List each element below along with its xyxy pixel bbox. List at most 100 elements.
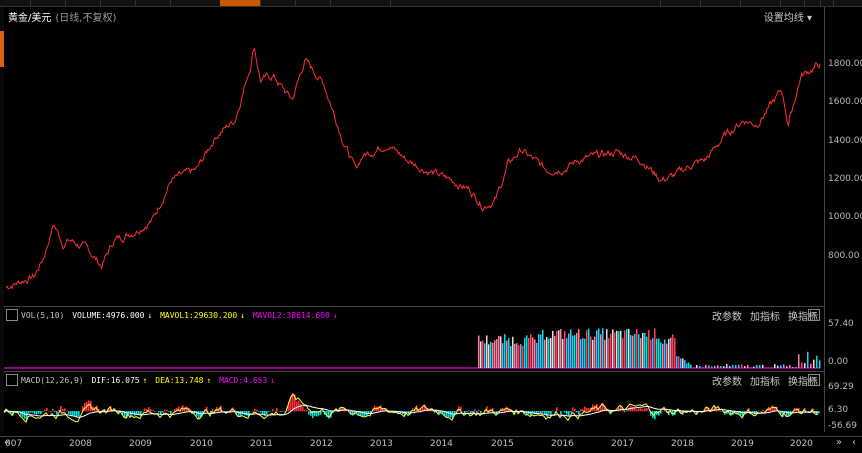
year-label: 2008	[69, 439, 92, 449]
macd-histogram-bar	[786, 411, 788, 416]
macd-histogram-bar	[730, 411, 732, 416]
scroll-back-button[interactable]: ‹	[852, 437, 856, 448]
macd-histogram-bar	[552, 411, 554, 412]
price-tick: 1800.00	[828, 59, 862, 69]
macd-histogram-bar	[582, 409, 584, 411]
macd-histogram-bar	[24, 411, 26, 419]
macd-histogram-bar	[280, 411, 282, 412]
macd-histogram-bar	[70, 411, 72, 415]
macd-histogram-bar	[166, 410, 168, 411]
macd-histogram-bar	[88, 400, 90, 411]
macd-histogram-bar	[296, 401, 298, 411]
price-tick: 800.00	[828, 251, 860, 261]
macd-histogram-bar	[196, 411, 198, 416]
macd-histogram-bar	[406, 411, 408, 412]
macd-histogram-bar	[62, 409, 64, 411]
macd-histogram-bar	[162, 411, 164, 412]
macd-histogram-bar	[626, 410, 628, 411]
macd-histogram-bar	[142, 410, 144, 411]
year-label: 2018	[671, 439, 694, 449]
macd-histogram-bar	[158, 411, 160, 412]
macd-histogram-bar	[808, 411, 810, 412]
macd-histogram-bar	[136, 411, 138, 414]
macd-histogram-bar	[578, 411, 580, 415]
macd-histogram-bar	[238, 411, 240, 416]
macd-histogram-bar	[198, 411, 200, 418]
macd-histogram-bar	[586, 408, 588, 411]
macd-histogram-bar	[246, 411, 248, 416]
macd-histogram-bar	[38, 411, 40, 414]
year-label: 2019	[731, 439, 754, 449]
macd-histogram-bar	[134, 411, 136, 416]
macd-histogram-bar	[80, 411, 82, 412]
macd-histogram-bar	[308, 411, 310, 415]
macd-histogram-bar	[272, 409, 274, 411]
macd-histogram-bar	[212, 409, 214, 411]
macd-histogram-bar	[68, 411, 70, 414]
macd-histogram-bar	[542, 411, 544, 413]
macd-histogram-bar	[574, 409, 576, 412]
macd-histogram-bar	[150, 409, 152, 411]
macd-histogram-bar	[362, 411, 364, 416]
macd-histogram-bar	[642, 409, 644, 411]
macd-histogram-bar	[480, 411, 482, 413]
macd-histogram-bar	[168, 411, 170, 412]
macd-histogram-bar	[640, 408, 642, 411]
macd-histogram-bar	[208, 411, 210, 412]
macd-histogram-bar	[772, 405, 774, 411]
macd-histogram-bar	[806, 411, 808, 412]
macd-chart[interactable]	[0, 0, 824, 452]
macd-histogram-bar	[84, 403, 86, 412]
macd-histogram-bar	[282, 411, 284, 412]
macd-histogram-bar	[40, 411, 42, 414]
macd-histogram-bar	[476, 411, 478, 413]
macd-histogram-bar	[584, 407, 586, 412]
macd-histogram-bar	[66, 411, 68, 412]
macd-histogram-bar	[458, 406, 460, 411]
macd-histogram-bar	[268, 411, 270, 412]
scroll-left-button[interactable]: «	[4, 437, 10, 448]
macd-histogram-bar	[556, 407, 558, 411]
macd-histogram-bar	[302, 407, 304, 411]
toolbar-button[interactable]	[833, 0, 862, 6]
macd-histogram-bar	[260, 411, 262, 413]
macd-histogram-bar	[478, 410, 480, 411]
macd-histogram-bar	[576, 411, 578, 412]
macd-histogram-bar	[638, 408, 640, 411]
year-label: 2012	[310, 439, 333, 449]
macd-histogram-bar	[544, 411, 546, 414]
macd-histogram-bar	[572, 407, 574, 411]
macd-histogram-bar	[328, 411, 330, 419]
volume-tick: 0.00	[828, 357, 848, 367]
macd-histogram-bar	[152, 410, 154, 411]
macd-histogram-bar	[270, 411, 272, 412]
macd-histogram-bar	[546, 411, 548, 417]
macd-histogram-bar	[64, 408, 66, 411]
macd-histogram-bar	[560, 411, 562, 414]
macd-histogram-bar	[306, 410, 308, 411]
macd-histogram-bar	[634, 408, 636, 411]
macd-histogram-bar	[30, 411, 32, 413]
macd-histogram-bar	[20, 411, 22, 416]
macd-histogram-bar	[46, 408, 48, 411]
year-label: 2017	[611, 439, 634, 449]
macd-histogram-bar	[554, 411, 556, 412]
macd-histogram-bar	[540, 411, 542, 413]
macd-histogram-bar	[154, 411, 156, 412]
macd-histogram-bar	[352, 411, 354, 416]
macd-histogram-bar	[566, 411, 568, 414]
year-label: 2010	[190, 439, 213, 449]
macd-histogram-bar	[256, 410, 258, 412]
macd-histogram-bar	[588, 408, 590, 411]
macd-histogram-bar	[164, 410, 166, 412]
price-tick: 1000.00	[828, 212, 862, 222]
dea-line	[4, 395, 818, 422]
macd-histogram-bar	[468, 410, 470, 411]
macd-histogram-bar	[762, 410, 764, 411]
price-tick: 1400.00	[828, 136, 862, 146]
scroll-right-button[interactable]: »	[836, 437, 842, 448]
macd-histogram-bar	[818, 411, 820, 413]
macd-histogram-bar	[750, 411, 752, 412]
macd-tick: 6.30	[828, 405, 848, 415]
macd-histogram-bar	[32, 411, 34, 413]
